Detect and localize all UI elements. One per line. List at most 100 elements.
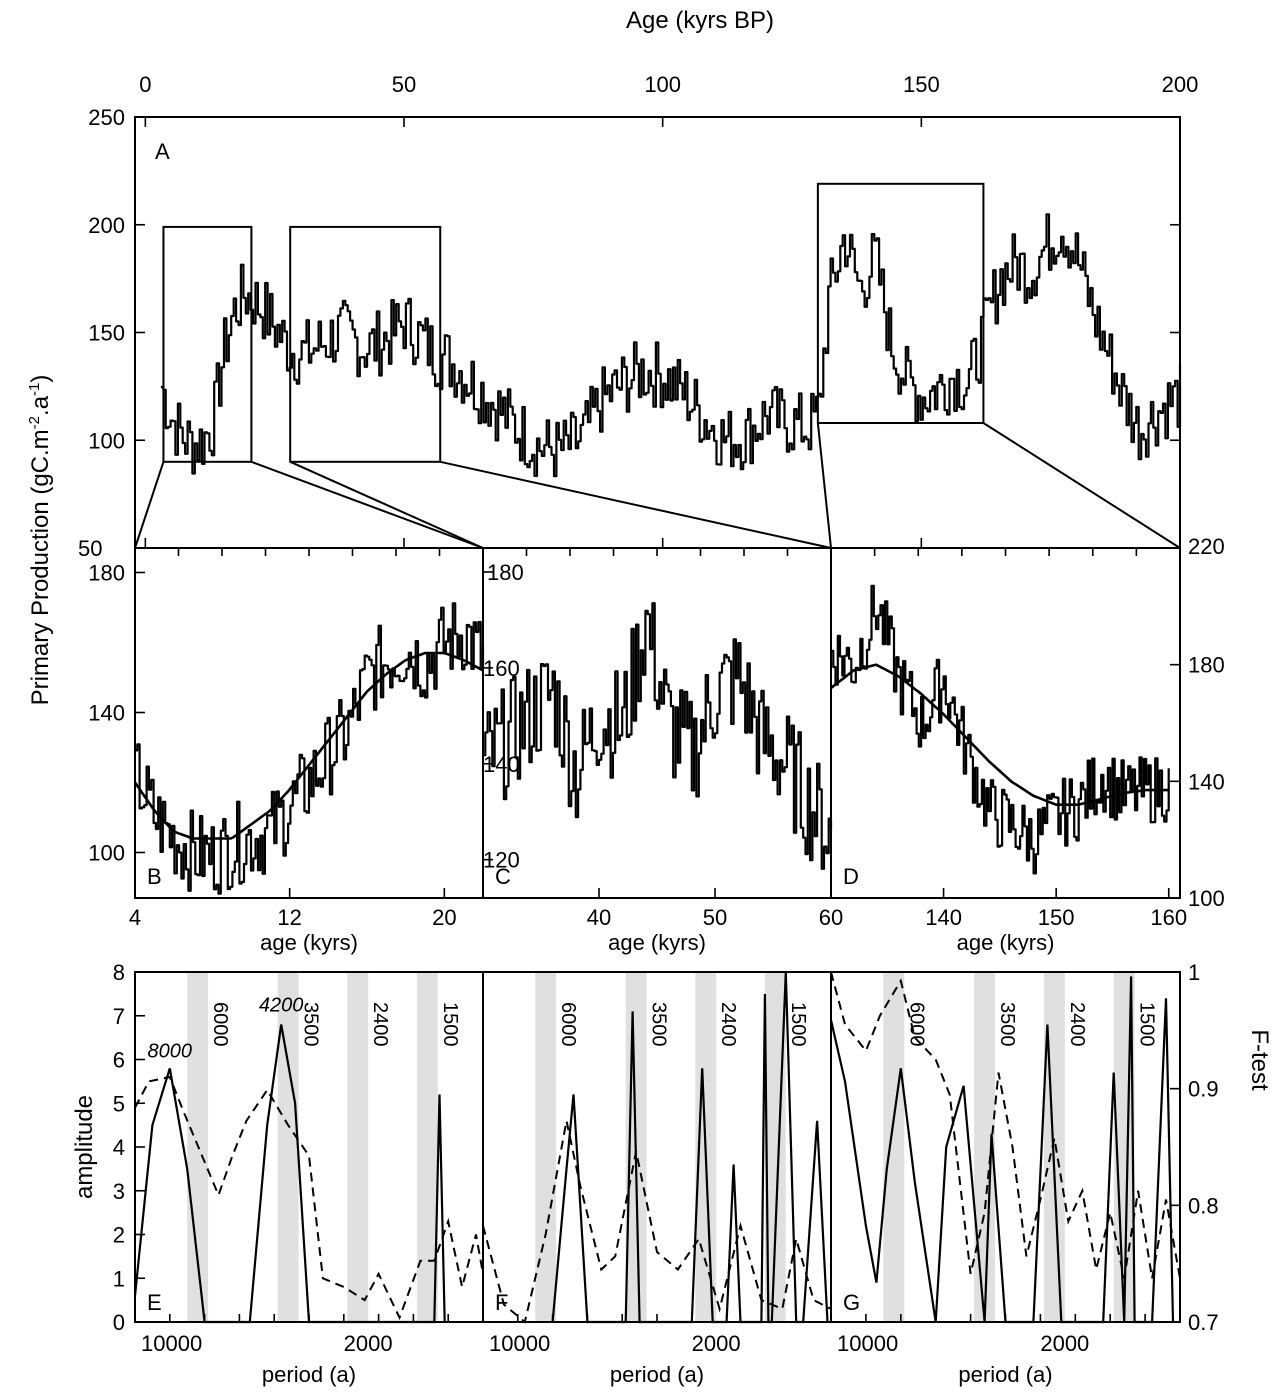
panel-f-period-band	[535, 972, 557, 1322]
panel-d-x-tick-label: 150	[1038, 905, 1075, 930]
panel-a-x-tick-label: 0	[139, 72, 151, 97]
panel-e-peak-label: 4200	[259, 994, 304, 1016]
panel-e-y-tick-label: 4	[113, 1135, 125, 1160]
panel-d-frame	[830, 547, 1181, 899]
panel-d-smooth-curve	[830, 663, 1169, 806]
panel-e-y-tick-label: 0	[113, 1310, 125, 1335]
panel-c-label: C	[495, 864, 511, 889]
panel-e-amplitude-line	[133, 1024, 446, 1324]
panel-e-label: E	[147, 1290, 162, 1315]
panel-a-y-tick-label: 150	[88, 321, 125, 346]
panel-e-y-tick-label: 3	[113, 1179, 125, 1204]
panel-d-y-tick-label: 100	[1188, 886, 1225, 911]
panel-a-frame	[134, 116, 1181, 549]
panel-b-y-tick-label: 100	[88, 841, 125, 866]
panel-f-band-label: 1500	[787, 1002, 809, 1047]
panel-c-frame	[482, 547, 832, 899]
zoom-box-b	[162, 225, 253, 463]
zoom-connector-left-d	[816, 422, 832, 549]
panel-e-y-tick-label: 2	[113, 1223, 125, 1248]
zoom-connector-right-b	[251, 460, 484, 549]
panel-a-x-tick-label: 150	[903, 72, 940, 97]
panel-g-band-label: 1500	[1136, 1002, 1158, 1047]
panel-d-x-tick-label: 160	[1150, 905, 1187, 930]
panel-f-band-label: 3500	[648, 1002, 670, 1047]
panel-e-band-label: 3500	[300, 1002, 322, 1047]
panel-a-x-tick-label: 200	[1162, 72, 1199, 97]
zoom-connector-left-c	[289, 460, 484, 549]
panel-f-x-tick-label: 2000	[692, 1331, 741, 1356]
panel-b-x-axis-label: age (kyrs)	[260, 930, 358, 955]
top-axis-title: Age (kyrs BP)	[626, 7, 774, 34]
panel-b-label: B	[147, 864, 162, 889]
panel-d-x-tick-label: 140	[925, 905, 962, 930]
panel-g-x-tick-label: 10000	[837, 1331, 898, 1356]
panel-f-band-label: 6000	[557, 1002, 579, 1047]
panel-d-y-tick-label: 140	[1188, 769, 1225, 794]
panel-b-x-tick-label: 20	[432, 905, 456, 930]
panel-e-period-band	[416, 972, 438, 1322]
panel-a-x-tick-label: 100	[644, 72, 681, 97]
panel-g-amplitude-line	[829, 976, 1175, 1324]
panel-g-f-test-tick-label: 1	[1188, 960, 1200, 985]
panel-f-f-test-line	[482, 1120, 832, 1324]
panel-e-x-axis-label: period (a)	[262, 1362, 356, 1387]
panel-e-peak-label: 8000	[148, 1040, 193, 1062]
panel-c-y-tick-label: 120	[483, 848, 520, 873]
panel-a-x-tick-label: 50	[392, 72, 416, 97]
zoom-box-c	[289, 225, 442, 463]
panel-g-x-tick-label: 2000	[1040, 1331, 1089, 1356]
panel-g-f-test-tick-label: 0.9	[1188, 1077, 1219, 1102]
panel-b-frame	[134, 547, 484, 899]
panel-c-x-tick-label: 60	[819, 905, 843, 930]
panel-b-smooth-curve	[133, 651, 484, 840]
panel-f-amplitude-line	[551, 971, 829, 1324]
zoom-box-d	[816, 182, 985, 425]
panel-e-y-tick-label: 5	[113, 1091, 125, 1116]
panel-b-y-tick-label: 180	[88, 561, 125, 586]
panel-c-y-tick-label: 180	[487, 560, 524, 585]
panel-g-f-test-line	[830, 971, 1181, 1279]
panel-f-x-tick-label: 10000	[489, 1331, 550, 1356]
panel-f-period-band	[764, 972, 786, 1322]
panel-f-label: F	[495, 1290, 508, 1315]
panel-b-x-tick-label: 12	[277, 905, 301, 930]
panel-e-y-tick-label: 6	[113, 1048, 125, 1073]
panel-c-x-tick-label: 40	[587, 905, 611, 930]
zoom-connector-left-b	[134, 461, 165, 549]
panel-g-f-test-tick-label: 0.8	[1188, 1193, 1219, 1218]
panel-b-y-tick-label: 140	[88, 701, 125, 726]
zoom-connector-right-c	[440, 460, 832, 549]
panel-g-period-band	[883, 972, 905, 1322]
panel-g-label: G	[843, 1290, 860, 1315]
panel-a-record-line	[160, 213, 1182, 478]
panel-g-band-label: 3500	[996, 1002, 1018, 1047]
panel-e-y-tick-label: 1	[113, 1266, 125, 1291]
panel-g-f-test-tick-label: 0.7	[1188, 1310, 1219, 1335]
panel-c-x-tick-label: 50	[703, 905, 727, 930]
panel-d-record-line	[831, 584, 1170, 875]
panel-e-y-axis-label: amplitude	[71, 1095, 98, 1199]
panel-e-y-tick-label: 8	[113, 960, 125, 985]
panel-e-x-tick-label: 10000	[141, 1331, 202, 1356]
panel-c-x-axis-label: age (kyrs)	[608, 930, 706, 955]
panel-a-y-tick-label: 50	[78, 536, 102, 561]
panel-e-y-tick-label: 7	[113, 1004, 125, 1029]
panel-c-y-tick-label: 140	[483, 752, 520, 777]
panel-d-y-tick-label: 180	[1188, 653, 1225, 678]
panel-a-label: A	[155, 139, 170, 164]
panel-e-period-band	[347, 972, 369, 1322]
panel-e-band-label: 6000	[209, 1002, 231, 1047]
panel-g-band-label: 6000	[905, 1002, 927, 1047]
panel-d-label: D	[843, 864, 859, 889]
left-axis-title: Primary Production (gC.m-2.a-1)	[26, 375, 54, 706]
panel-c-record-line	[483, 602, 833, 870]
panel-a-y-tick-label: 250	[88, 105, 125, 130]
panel-e-f-test-line	[134, 1075, 484, 1321]
panel-b-record-line	[135, 602, 485, 895]
f-test-axis-title: F-test	[1246, 1029, 1273, 1091]
zoom-connector-right-d	[982, 422, 1181, 549]
panel-d-x-axis-label: age (kyrs)	[957, 930, 1055, 955]
